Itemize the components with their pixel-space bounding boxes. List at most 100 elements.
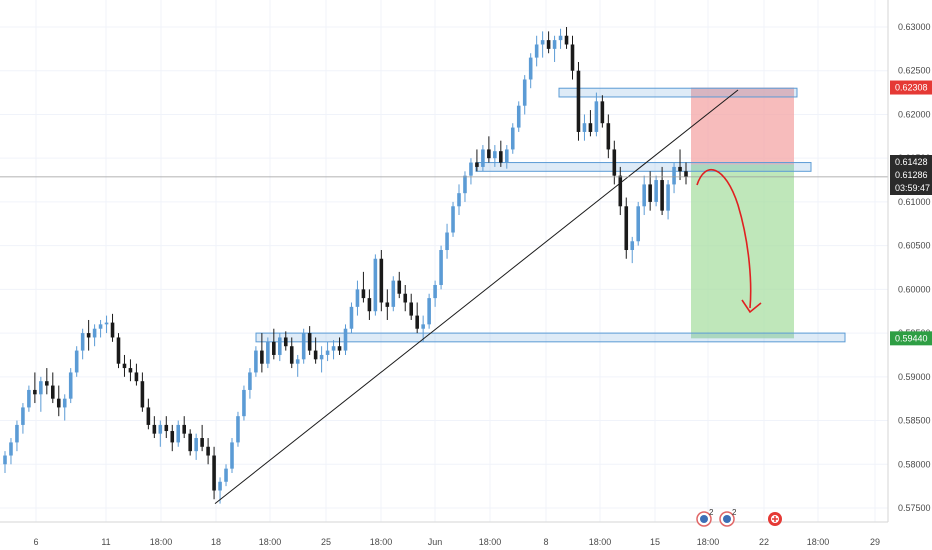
candle-down	[487, 149, 491, 159]
price-tick-label: 0.61000	[898, 197, 931, 207]
candle-up	[325, 350, 330, 355]
time-tick-label: 18:00	[370, 537, 393, 547]
candle-up	[469, 162, 473, 176]
candle-down	[570, 44, 575, 71]
candle-down	[260, 350, 264, 364]
candle-up	[218, 481, 222, 491]
time-tick-label: 18:00	[589, 537, 612, 547]
candle-down	[206, 446, 210, 456]
candle-down	[283, 337, 288, 347]
candles-layer	[3, 27, 688, 504]
candle-up	[540, 40, 545, 45]
event-count: 2	[732, 508, 737, 517]
event-count: 2	[709, 508, 714, 517]
candle-down	[409, 302, 414, 316]
candle-up	[248, 372, 252, 390]
candle-up	[242, 389, 246, 417]
candle-down	[624, 206, 629, 251]
price-tick-label: 0.57500	[898, 503, 931, 513]
candle-up	[427, 298, 431, 325]
time-tick-label: 25	[321, 537, 331, 547]
candle-down	[140, 381, 145, 408]
flag-fill	[723, 515, 731, 523]
candle-down	[50, 385, 55, 399]
projection-arrow	[696, 168, 752, 309]
candle-down	[170, 431, 175, 443]
price-tick-label: 0.60000	[898, 284, 931, 294]
support-zone	[255, 332, 846, 343]
candle-up	[343, 328, 348, 351]
economic-event-icon[interactable]: 2	[719, 508, 737, 527]
candle-up	[277, 337, 282, 355]
candle-down	[56, 398, 61, 408]
candle-down	[200, 438, 204, 447]
candle-up	[642, 184, 646, 207]
candle-up	[266, 341, 270, 364]
candle-down	[128, 368, 133, 373]
stop-loss-zone	[691, 87, 794, 165]
candle-down	[379, 258, 384, 303]
mid-zone	[475, 162, 812, 172]
price-tick-label: 0.58500	[898, 416, 931, 426]
candle-up	[594, 101, 599, 132]
candle-up	[439, 250, 443, 285]
candle-down	[337, 346, 342, 351]
candle-up	[3, 455, 7, 465]
candle-up	[194, 438, 198, 452]
candle-up	[92, 328, 97, 338]
trendline	[214, 89, 739, 505]
current-price-badge: 0.61286	[895, 170, 928, 180]
candle-up	[74, 350, 79, 373]
candle-up	[522, 79, 527, 106]
stop-price-badge: 0.62308	[895, 83, 928, 93]
candle-down	[648, 184, 652, 202]
candle-up	[21, 407, 25, 425]
time-tick-label: 18:00	[479, 537, 502, 547]
time-tick-label: 6	[33, 537, 38, 547]
candle-down	[122, 363, 127, 369]
candle-down	[588, 123, 593, 132]
candle-down	[110, 322, 115, 338]
candle-up	[355, 289, 360, 307]
candle-up	[445, 232, 449, 251]
candle-up	[504, 149, 509, 163]
time-axis[interactable]: 6 11 18:00 18 18:00 25 18:00 Jun 18:00 8 18:00 15 18…	[0, 521, 888, 547]
add-event-icon[interactable]	[768, 512, 782, 526]
candle-down	[600, 101, 605, 124]
candle-up	[654, 180, 658, 202]
drawings-layer	[0, 89, 888, 505]
candle-down	[612, 149, 617, 176]
candle-down	[385, 302, 390, 307]
candle-up	[630, 241, 635, 251]
candle-up	[349, 306, 354, 329]
candle-up	[230, 442, 234, 469]
time-tick-label: 11	[101, 537, 110, 547]
candle-up	[15, 424, 19, 443]
candle-up	[558, 35, 563, 41]
time-tick-label: 18:00	[150, 537, 173, 547]
candle-down	[152, 424, 157, 434]
candle-down	[397, 280, 402, 294]
candle-up	[463, 175, 467, 194]
target-price-badge: 0.59440	[895, 333, 928, 343]
candle-up	[80, 333, 85, 351]
resistance-zone	[558, 87, 798, 98]
price-tick-label: 0.63000	[898, 22, 931, 32]
candle-down	[182, 424, 187, 434]
candle-up	[104, 322, 109, 325]
candle-down	[188, 433, 192, 452]
target-price-badge-bg	[890, 331, 932, 346]
candle-up	[301, 333, 306, 360]
candle-up	[254, 350, 258, 373]
candle-up	[158, 424, 163, 434]
economic-event-icon[interactable]: 2	[696, 508, 714, 527]
time-tick-label: 18	[211, 537, 221, 547]
time-tick-label: 8	[543, 537, 548, 547]
zones-layer	[255, 87, 846, 343]
candle-down	[606, 123, 611, 150]
price-axis[interactable]: 0.630000.625000.620000.615000.610000.605…	[887, 0, 931, 522]
candle-up	[493, 151, 497, 159]
candle-up	[98, 324, 103, 329]
